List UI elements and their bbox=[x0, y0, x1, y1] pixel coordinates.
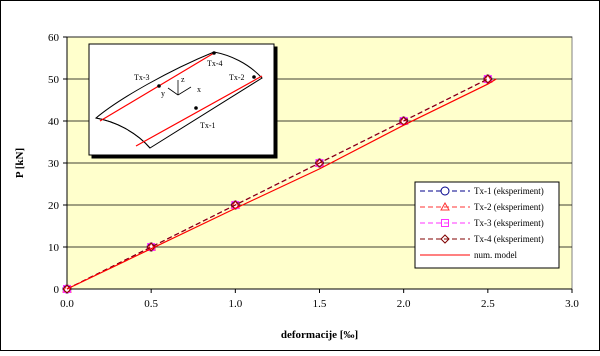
y-tick-label: 30 bbox=[48, 158, 60, 170]
legend: Tx-1 (eksperiment) Tx-2 (eksperiment) Tx-3… bbox=[415, 182, 559, 268]
legend-label-1: Tx-2 (eksperiment) bbox=[474, 202, 544, 212]
x-tick-label: 1.0 bbox=[228, 298, 242, 310]
gauge-point-tx4 bbox=[212, 51, 216, 55]
inset-label-tx3: Tx-3 bbox=[134, 73, 150, 82]
x-tick-label: 0.5 bbox=[144, 298, 158, 310]
y-tick-label: 20 bbox=[48, 200, 60, 212]
legend-label-2: Tx-3 (eksperiment) bbox=[474, 218, 544, 228]
inset-axis-x: x bbox=[197, 85, 201, 94]
legend-label-3: Tx-4 (eksperiment) bbox=[474, 234, 544, 244]
inset-diagram: Tx-3 Tx-4 Tx-2 Tx-1 z x y bbox=[89, 44, 274, 155]
y-tick-label: 50 bbox=[48, 74, 60, 86]
legend-label-4: num. model bbox=[474, 250, 517, 260]
legend-label-0: Tx-1 (eksperiment) bbox=[474, 186, 544, 196]
y-tick-label: 40 bbox=[48, 116, 60, 128]
x-axis-label: deformacije [‰] bbox=[281, 329, 358, 341]
inset-label-tx2: Tx-2 bbox=[229, 73, 245, 82]
x-tick-label: 0.0 bbox=[60, 298, 74, 310]
inset-frame bbox=[89, 44, 274, 155]
gauge-point-tx2 bbox=[252, 75, 256, 79]
x-tick-label: 2.0 bbox=[397, 298, 411, 310]
y-tick-label: 60 bbox=[48, 32, 60, 44]
x-tick-label: 1.5 bbox=[313, 298, 327, 310]
inset-axis-z: z bbox=[181, 75, 185, 84]
y-tick-label: 10 bbox=[48, 242, 60, 254]
x-tick-label: 2.5 bbox=[481, 298, 495, 310]
inset-label-tx4: Tx-4 bbox=[207, 59, 223, 68]
inset-label-tx1: Tx-1 bbox=[200, 121, 216, 130]
y-axis-label: P [kN] bbox=[14, 148, 26, 178]
gauge-point-tx1 bbox=[194, 106, 198, 110]
legend-marker-0 bbox=[441, 187, 449, 195]
x-tick-label: 3.0 bbox=[565, 298, 579, 310]
gauge-point-tx3 bbox=[157, 84, 161, 88]
inset-axis-y: y bbox=[161, 89, 165, 98]
y-tick-label: 0 bbox=[54, 284, 60, 296]
